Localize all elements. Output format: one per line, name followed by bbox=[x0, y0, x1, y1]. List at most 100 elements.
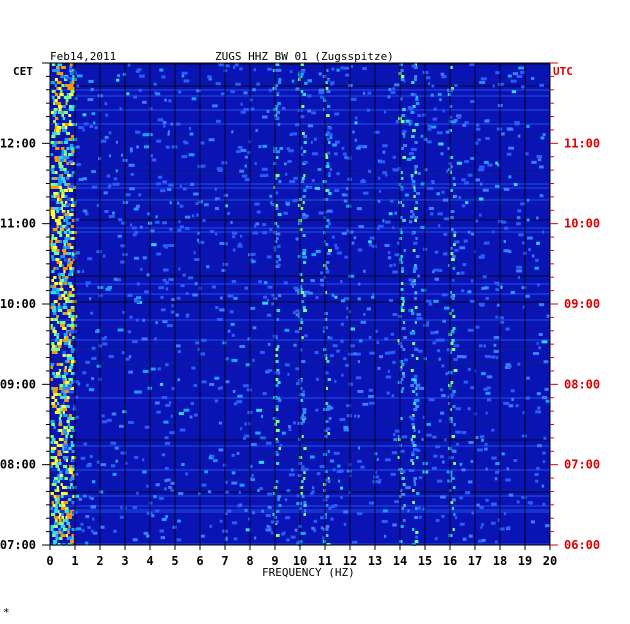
spectral-mark bbox=[171, 297, 175, 301]
spectral-mark bbox=[58, 417, 62, 420]
spectral-mark bbox=[303, 189, 307, 192]
spectral-mark bbox=[490, 355, 496, 359]
spectral-mark bbox=[461, 178, 466, 182]
spectral-mark bbox=[56, 81, 62, 84]
spectral-mark bbox=[70, 306, 75, 309]
spectral-mark bbox=[274, 240, 278, 243]
spectral-mark bbox=[179, 184, 182, 188]
spectral-mark bbox=[82, 128, 85, 132]
spectral-mark bbox=[339, 418, 346, 422]
spectral-mark bbox=[506, 467, 510, 471]
spectral-mark bbox=[139, 74, 145, 78]
spectral-mark bbox=[110, 464, 116, 468]
spectral-mark bbox=[168, 485, 172, 489]
spectral-mark bbox=[392, 350, 396, 354]
spectral-mark bbox=[56, 126, 61, 129]
spectral-mark bbox=[533, 352, 539, 356]
spectral-mark bbox=[240, 148, 247, 152]
spectral-mark bbox=[329, 336, 333, 340]
spectral-mark bbox=[325, 504, 329, 507]
spectral-mark bbox=[494, 477, 498, 481]
spectral-mark bbox=[249, 98, 253, 102]
spectral-mark bbox=[277, 294, 282, 297]
spectral-mark bbox=[59, 429, 63, 432]
spectral-mark bbox=[68, 345, 73, 348]
spectral-mark bbox=[325, 291, 328, 294]
spectral-mark bbox=[67, 246, 71, 249]
spectral-mark bbox=[87, 257, 93, 261]
spectral-mark bbox=[267, 285, 273, 289]
spectral-mark bbox=[362, 145, 368, 149]
spectral-mark bbox=[70, 225, 75, 228]
spectral-mark bbox=[220, 92, 225, 96]
spectral-mark bbox=[323, 326, 329, 330]
spectral-mark bbox=[54, 291, 60, 294]
spectral-mark bbox=[357, 360, 360, 364]
spectral-mark bbox=[65, 432, 69, 435]
spectral-mark bbox=[62, 486, 67, 489]
spectral-mark bbox=[112, 211, 115, 215]
spectral-mark bbox=[545, 524, 550, 528]
spectral-mark bbox=[334, 295, 338, 299]
spectral-mark bbox=[399, 540, 403, 543]
spectral-mark bbox=[485, 467, 488, 471]
spectral-mark bbox=[495, 288, 500, 292]
spectral-mark bbox=[65, 405, 70, 408]
spectral-mark bbox=[520, 70, 525, 74]
right-tick-label: 06:00 bbox=[564, 538, 600, 552]
spectral-mark bbox=[53, 375, 57, 378]
spectral-mark bbox=[401, 435, 408, 439]
spectral-mark bbox=[55, 495, 60, 498]
spectral-mark bbox=[285, 172, 288, 176]
spectral-mark bbox=[399, 228, 402, 231]
spectral-mark bbox=[300, 531, 306, 535]
spectral-mark bbox=[271, 302, 275, 306]
spectral-mark bbox=[171, 387, 175, 391]
spectral-mark bbox=[108, 131, 112, 135]
spectral-mark bbox=[278, 399, 282, 402]
spectral-mark bbox=[171, 145, 178, 149]
spectral-mark bbox=[266, 109, 270, 113]
spectral-mark bbox=[250, 258, 254, 262]
spectral-mark bbox=[70, 381, 74, 384]
spectral-mark bbox=[284, 328, 290, 332]
spectral-mark bbox=[155, 321, 158, 325]
spectral-mark bbox=[531, 76, 535, 80]
spectral-mark bbox=[302, 255, 308, 259]
spectral-mark bbox=[303, 174, 306, 177]
spectral-mark bbox=[129, 187, 135, 191]
spectral-mark bbox=[58, 282, 63, 285]
spectral-mark bbox=[303, 447, 307, 450]
spectral-mark bbox=[82, 209, 88, 213]
spectral-mark bbox=[410, 93, 415, 96]
date-label: Feb14,2011 bbox=[50, 50, 116, 63]
spectral-mark bbox=[62, 126, 68, 129]
spectral-mark bbox=[369, 236, 376, 240]
spectral-mark bbox=[451, 498, 456, 502]
spectral-mark bbox=[250, 107, 255, 111]
spectral-mark bbox=[53, 276, 57, 279]
spectral-mark bbox=[50, 435, 54, 438]
spectral-mark bbox=[337, 479, 341, 483]
spectral-mark bbox=[302, 306, 306, 309]
x-tick-label: 15 bbox=[418, 554, 432, 568]
spectral-mark bbox=[274, 204, 279, 207]
spectral-mark bbox=[149, 107, 153, 111]
spectral-mark bbox=[327, 477, 330, 480]
spectral-mark bbox=[60, 66, 66, 69]
spectral-mark bbox=[270, 531, 274, 535]
spectral-mark bbox=[91, 112, 96, 116]
spectral-mark bbox=[54, 375, 59, 378]
spectral-mark bbox=[515, 404, 519, 408]
spectral-mark bbox=[315, 377, 319, 381]
spectral-mark bbox=[64, 456, 69, 459]
spectral-mark bbox=[270, 201, 273, 205]
spectral-mark bbox=[278, 504, 282, 507]
spectral-mark bbox=[521, 495, 527, 499]
spectral-mark bbox=[101, 414, 105, 418]
spectral-mark bbox=[247, 151, 251, 155]
spectral-mark bbox=[418, 476, 423, 480]
spectral-mark bbox=[334, 152, 338, 156]
spectral-mark bbox=[260, 350, 265, 354]
spectral-mark bbox=[325, 357, 328, 360]
